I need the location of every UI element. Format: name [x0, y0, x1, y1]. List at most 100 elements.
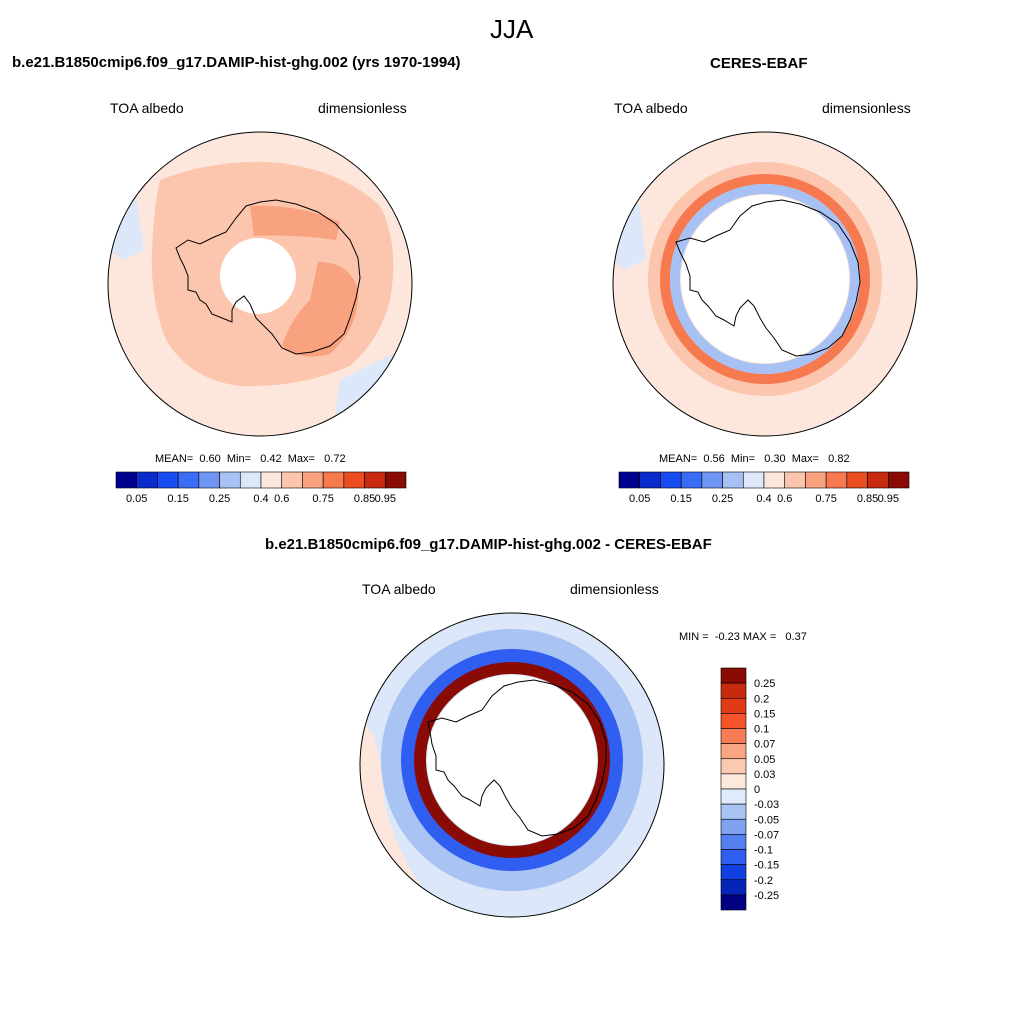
colorbar-swatch [639, 471, 661, 489]
colorbar-tick-label: 0.15 [754, 708, 775, 720]
colorbar-swatch [805, 471, 827, 489]
model-high-patch-1 [250, 205, 340, 240]
colorbar-tick-label: 0.4 [253, 493, 268, 505]
colorbar-tick-label: -0.15 [754, 860, 779, 872]
diff-variable-label: TOA albedo [362, 581, 436, 597]
diff-stats: MIN = -0.23 MAX = 0.37 [679, 631, 807, 643]
colorbar-swatch [722, 471, 744, 489]
colorbar-tick-label: 0 [754, 784, 760, 796]
colorbar-tick-label: 0.6 [777, 493, 792, 505]
colorbar-tick-label: -0.03 [754, 799, 779, 811]
colorbar-tick-label: -0.25 [754, 890, 779, 902]
colorbar-swatch [364, 471, 386, 489]
colorbar-tick-label: 0.05 [754, 754, 775, 766]
colorbar-tick-label: 0.95 [878, 493, 899, 505]
colorbar-swatch [720, 849, 747, 865]
colorbar-swatch [887, 471, 910, 489]
colorbar-tick-label: 0.75 [815, 493, 836, 505]
colorbar-tick-label: -0.07 [754, 829, 779, 841]
colorbar-tick-label: 0.95 [375, 493, 396, 505]
colorbar-tick-label: 0.15 [670, 493, 691, 505]
colorbar-swatch [177, 471, 200, 489]
obs-units-label: dimensionless [822, 100, 911, 116]
figure-title: JJA [490, 14, 534, 44]
model-map [108, 132, 412, 436]
colorbar-swatch [720, 728, 747, 744]
colorbar-tick-label: 0.07 [754, 739, 775, 751]
colorbar-swatch [322, 471, 345, 489]
colorbar-swatch [239, 471, 262, 489]
colorbar-tick-label: 0.05 [629, 493, 650, 505]
colorbar-swatch [260, 471, 283, 489]
diff-units-label: dimensionless [570, 581, 659, 597]
diff-map-border [359, 612, 665, 918]
colorbar-swatch [720, 879, 747, 896]
model-panel-header: b.e21.B1850cmip6.f09_g17.DAMIP-hist-ghg.… [12, 54, 461, 71]
colorbar-swatch [720, 803, 747, 820]
colorbar-swatch [720, 834, 747, 850]
obs-map-border [612, 131, 918, 437]
model-missing-center [220, 238, 296, 314]
colorbar-tick-label: 0.05 [126, 493, 147, 505]
obs-panel-header: CERES-EBAF [710, 55, 808, 72]
colorbar-tick-label: 0.15 [167, 493, 188, 505]
colorbar-swatch [302, 471, 324, 489]
colorbar-tick-label: 0.85 [354, 493, 375, 505]
colorbar-tick-label: 0.25 [712, 493, 733, 505]
colorbar-swatch [157, 471, 179, 489]
colorbar-tick-label: -0.1 [754, 845, 773, 857]
colorbar-swatch [763, 471, 786, 489]
colorbar-swatch [115, 471, 138, 489]
diff-center [427, 675, 597, 845]
diff-map [360, 613, 664, 917]
colorbar-swatch [784, 471, 806, 489]
diff-red-ring [414, 662, 610, 858]
colorbar-swatch [742, 471, 765, 489]
obs-red-ring-outer [648, 162, 882, 396]
colorbar-tick-label: 0.6 [274, 493, 289, 505]
colorbar-tick-label: 0.03 [754, 769, 775, 781]
colorbar-tick-label: -0.05 [754, 814, 779, 826]
model-stats: MEAN= 0.60 Min= 0.42 Max= 0.72 [155, 453, 346, 465]
colorbar-swatch [660, 471, 682, 489]
colorbar-swatch [136, 471, 158, 489]
obs-red-ring [660, 174, 870, 384]
colorbar-tick-label: 0.25 [209, 493, 230, 505]
colorbar-swatch [618, 471, 641, 489]
colorbar-swatch [281, 471, 303, 489]
colorbar-swatch [720, 713, 747, 729]
colorbar-swatch [720, 773, 747, 790]
colorbar-swatch [720, 682, 747, 699]
diff-colorbar: 0.25 0.2 0.15 0.1 0.07 0.05 0.03 0 -0.03 -0.05 -0.… [720, 667, 779, 911]
colorbar-swatch [720, 743, 747, 760]
obs-blue-ring [670, 184, 860, 374]
model-map-border [107, 131, 413, 437]
colorbar-swatch [720, 697, 747, 714]
model-variable-label: TOA albedo [110, 100, 184, 116]
colorbar-swatch [720, 894, 747, 911]
colorbar-swatch [198, 471, 220, 489]
obs-stats: MEAN= 0.56 Min= 0.30 Max= 0.82 [659, 453, 850, 465]
colorbar-tick-label: 0.4 [756, 493, 771, 505]
diff-blue-ring [401, 649, 623, 871]
model-colorbar: 0.05 0.15 0.25 0.4 0.6 0.75 0.85 0.95 [115, 471, 407, 505]
obs-center [681, 195, 849, 363]
colorbar-tick-label: 0.2 [754, 693, 769, 705]
obs-colorbar: 0.05 0.15 0.25 0.4 0.6 0.75 0.85 0.95 [618, 471, 910, 505]
colorbar-swatch [867, 471, 889, 489]
colorbar-swatch [720, 758, 747, 775]
colorbar-swatch [720, 788, 747, 805]
obs-map [613, 132, 917, 436]
diff-lightblue-ring [381, 629, 643, 891]
model-units-label: dimensionless [318, 100, 407, 116]
colorbar-tick-label: -0.2 [754, 875, 773, 887]
colorbar-swatch [720, 864, 747, 881]
colorbar-tick-label: 0.85 [857, 493, 878, 505]
diff-panel-header: b.e21.B1850cmip6.f09_g17.DAMIP-hist-ghg.… [265, 536, 712, 553]
colorbar-swatch [219, 471, 241, 489]
model-high-patch-2 [282, 262, 359, 357]
colorbar-tick-label: 0.1 [754, 724, 769, 736]
colorbar-swatch [720, 818, 747, 835]
